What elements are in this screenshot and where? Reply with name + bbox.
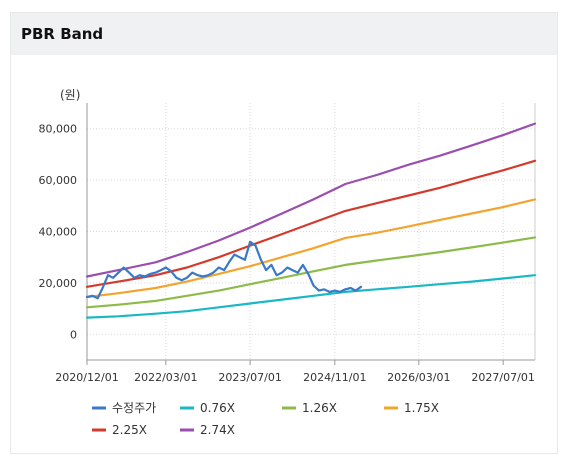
legend-label: 2.25X (112, 423, 147, 437)
legend-label: 0.76X (200, 401, 235, 415)
series-line-band-0-76x (85, 274, 537, 319)
x-tick-label: 2020/12/01 (55, 371, 118, 384)
x-tick-label: 2022/03/01 (134, 371, 197, 384)
x-tick-label: 2026/03/01 (387, 371, 450, 384)
panel-title: PBR Band (11, 13, 557, 55)
series-line-band-1-75x (85, 198, 537, 299)
legend-label: 수정주가 (112, 401, 156, 415)
y-tick-label: 0 (70, 328, 77, 341)
legend-label: 2.74X (200, 423, 235, 437)
legend-label: 1.75X (404, 401, 439, 415)
y-tick-label: 60,000 (39, 174, 78, 187)
series-line-band-2-74x (85, 122, 537, 278)
y-tick-label: 80,000 (39, 123, 78, 136)
series-line-band-1-26x (85, 236, 537, 309)
plot-area (87, 103, 535, 360)
series-line-band-2-25x (85, 159, 537, 288)
y-tick-label: 40,000 (39, 226, 78, 239)
x-tick-label: 2023/07/01 (218, 371, 281, 384)
x-tick-label: 2024/11/01 (303, 371, 366, 384)
legend-label: 1.26X (302, 401, 337, 415)
x-tick-label: 2027/07/01 (471, 371, 534, 384)
y-unit-label: (원) (60, 88, 80, 102)
series-line-adjusted-price (85, 240, 363, 300)
y-tick-label: 20,000 (39, 277, 78, 290)
